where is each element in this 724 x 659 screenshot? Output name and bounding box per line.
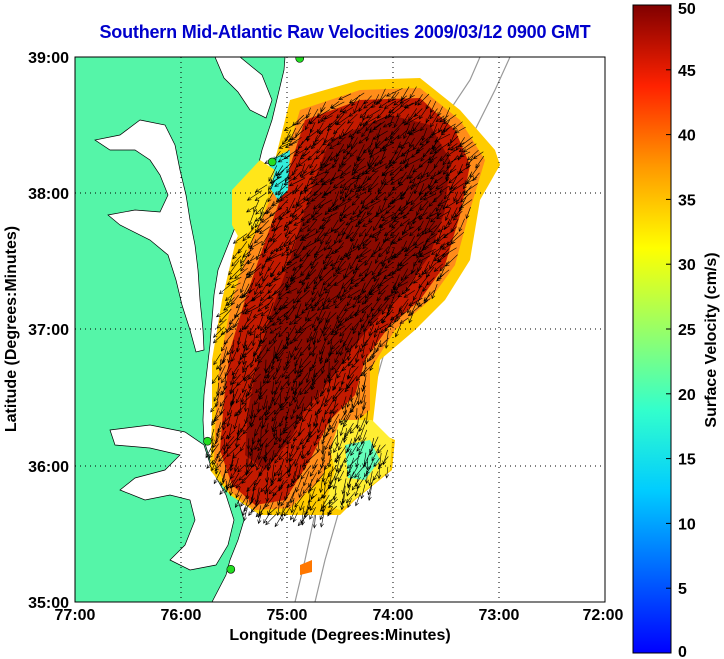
radar-station-marker xyxy=(267,157,277,167)
colorbar-tick-label: 20 xyxy=(678,387,696,404)
colorbar-tick-label: 5 xyxy=(678,581,687,598)
colorbar-label: Surface Velocity (cm/s) xyxy=(703,252,720,427)
x-tick-labels: 77:00 76:00 75:00 74:00 73:00 72:00 xyxy=(55,607,624,624)
pamlico-sound xyxy=(109,424,235,571)
map-title: Southern Mid-Atlantic Raw Velocities 200… xyxy=(99,22,591,42)
y-axis-label: Latitude (Degrees:Minutes) xyxy=(3,226,20,432)
radar-stations xyxy=(203,57,305,574)
colorbar-tick-label: 15 xyxy=(678,452,696,469)
radar-station-marker xyxy=(203,436,212,446)
current-vectors xyxy=(205,86,485,529)
y-tick: 37:00 xyxy=(28,322,69,339)
colorbar-tick-label: 50 xyxy=(678,1,696,18)
x-tick: 76:00 xyxy=(161,607,202,624)
colorbar-tick-label: 30 xyxy=(678,257,696,274)
x-axis-label: Longitude (Degrees:Minutes) xyxy=(229,627,450,644)
y-tick: 35:00 xyxy=(28,595,69,612)
colorbar-tick-label: 0 xyxy=(678,644,687,659)
y-tick: 36:00 xyxy=(28,459,69,476)
colorbar-tick-label: 25 xyxy=(678,322,696,339)
x-tick: 72:00 xyxy=(583,607,624,624)
radar-station-marker xyxy=(226,564,236,574)
colorbar-tick-label: 35 xyxy=(678,192,696,209)
radar-station-marker xyxy=(295,57,305,63)
vector-arrows-path xyxy=(205,86,485,529)
colorbar-tick-label: 45 xyxy=(678,63,696,80)
plot-frame xyxy=(74,56,606,603)
colorbar-tick-label: 10 xyxy=(678,516,696,533)
x-tick: 75:00 xyxy=(267,607,308,624)
y-tick-labels: 39:00 38:00 37:00 36:00 35:00 xyxy=(28,50,69,612)
x-tick: 77:00 xyxy=(55,607,96,624)
x-tick: 73:00 xyxy=(479,607,520,624)
colorbar-scale xyxy=(632,4,672,654)
grid-lines xyxy=(75,57,605,602)
delaware-bay xyxy=(214,57,273,119)
chesapeake-bay xyxy=(94,119,205,353)
colorbar-tick-label: 40 xyxy=(678,128,696,145)
y-tick: 39:00 xyxy=(28,50,69,67)
x-tick: 74:00 xyxy=(373,607,414,624)
y-tick: 38:00 xyxy=(28,186,69,203)
